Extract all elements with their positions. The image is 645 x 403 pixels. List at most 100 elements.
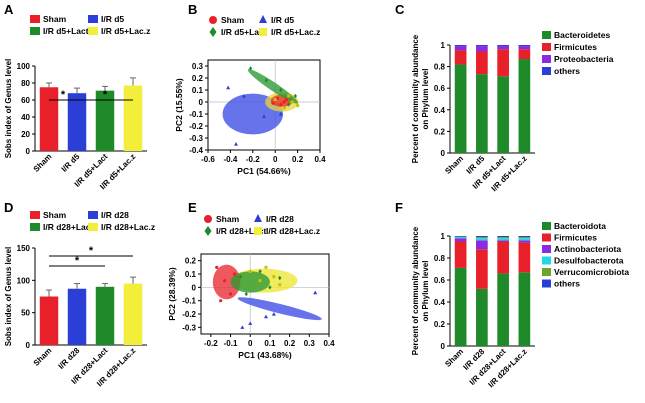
stack-segment bbox=[518, 46, 531, 50]
legend-marker bbox=[254, 227, 262, 235]
legend-swatch bbox=[88, 211, 98, 219]
x-tick-label: Sham bbox=[443, 154, 465, 176]
data-point bbox=[223, 279, 227, 283]
legend-label: Actinobacteriota bbox=[554, 244, 621, 254]
panel-letter-D: D bbox=[4, 200, 13, 215]
data-point bbox=[290, 100, 294, 104]
y-tick-label: 0.1 bbox=[185, 270, 197, 279]
legend-marker bbox=[254, 214, 262, 222]
x-axis-label: PC1 (54.66%) bbox=[237, 166, 291, 176]
x-tick-label: -0.2 bbox=[204, 339, 218, 348]
panel-letter-B: B bbox=[188, 2, 197, 17]
significance-star: * bbox=[75, 255, 80, 267]
data-point bbox=[248, 66, 253, 71]
data-point bbox=[248, 269, 252, 273]
data-point bbox=[215, 265, 219, 269]
data-point bbox=[287, 102, 291, 107]
legend-swatch bbox=[30, 15, 40, 23]
stack-segment bbox=[497, 238, 509, 241]
stack-segment bbox=[476, 45, 488, 47]
stack-segment bbox=[454, 236, 467, 237]
bar bbox=[39, 296, 59, 345]
significance-star: * bbox=[103, 89, 108, 101]
legend-label: I/R d28 bbox=[101, 210, 129, 220]
y-tick-label: 0.6 bbox=[434, 276, 446, 285]
plot-frame bbox=[200, 253, 330, 335]
bar bbox=[67, 93, 87, 151]
data-point bbox=[228, 292, 233, 296]
data-point bbox=[232, 272, 237, 276]
bar bbox=[67, 288, 87, 345]
legend-swatch bbox=[30, 223, 40, 231]
bar bbox=[39, 87, 59, 151]
y-tick-label: 0.8 bbox=[434, 254, 446, 263]
data-point bbox=[313, 290, 318, 295]
stack-segment bbox=[476, 51, 488, 75]
stack-segment bbox=[518, 237, 531, 239]
stack-segment bbox=[518, 238, 531, 241]
significance-star: * bbox=[61, 89, 66, 101]
legend-label: I/R d28+Lact bbox=[43, 222, 93, 232]
data-point bbox=[264, 78, 268, 83]
legend-label: Proteobacteria bbox=[554, 54, 614, 64]
stack-segment bbox=[454, 237, 467, 239]
y-tick-label: 0 bbox=[441, 342, 446, 351]
legend-label: Firmicutes bbox=[554, 233, 597, 243]
data-point bbox=[226, 85, 231, 90]
legend-marker bbox=[209, 16, 217, 24]
stack-segment bbox=[476, 240, 488, 250]
legend-label: Sham bbox=[43, 14, 67, 24]
data-point bbox=[240, 325, 245, 329]
x-tick-label: -0.1 bbox=[224, 339, 238, 348]
y-tick-label: 0.2 bbox=[192, 74, 204, 83]
y-tick-label: 80 bbox=[21, 79, 30, 88]
stack-segment bbox=[454, 238, 467, 242]
legend-marker bbox=[209, 27, 217, 37]
y-tick-label: 0 bbox=[199, 98, 204, 107]
stack-segment bbox=[476, 46, 488, 52]
data-point bbox=[264, 265, 268, 269]
stack-segment bbox=[454, 64, 467, 153]
data-point bbox=[234, 142, 238, 146]
x-tick-label: Sham bbox=[32, 152, 54, 174]
legend-label: I/R d5 bbox=[101, 14, 124, 24]
legend-swatch bbox=[542, 222, 551, 230]
y-tick-label: 50 bbox=[21, 309, 30, 318]
data-point bbox=[284, 98, 288, 102]
y-tick-label: 1 bbox=[441, 232, 446, 241]
y-axis-label: Sobs index of Genus level bbox=[4, 59, 13, 159]
panel-e-chart: -0.2 -0.1 0 0.1 0.2 0.3 0.4 -0.3 -0.2 -0.1 0 0.1 0.2… bbox=[167, 214, 335, 360]
stack-segment bbox=[497, 45, 509, 47]
data-point bbox=[296, 104, 300, 108]
x-tick-label: 0.3 bbox=[304, 339, 316, 348]
y-tick-label: 60 bbox=[21, 96, 30, 105]
x-tick-label: -0.6 bbox=[201, 155, 215, 164]
stack-segment bbox=[476, 249, 488, 289]
y-axis-label: PC2 (28.39%) bbox=[167, 267, 177, 321]
x-tick-label: I/R d28+Lac.z bbox=[486, 347, 528, 389]
confidence-ellipse bbox=[230, 271, 270, 293]
stack-segment bbox=[454, 267, 467, 346]
data-point bbox=[278, 112, 283, 116]
x-tick-label: 0.2 bbox=[284, 339, 296, 348]
y-tick-label: -0.1 bbox=[182, 297, 196, 306]
y-tick-label: 0 bbox=[192, 283, 197, 292]
legend-marker bbox=[204, 215, 212, 223]
stack-segment bbox=[518, 236, 531, 238]
legend-label: I/R d5+Lac.z bbox=[101, 26, 150, 36]
stack-segment bbox=[454, 236, 467, 238]
legend-swatch bbox=[88, 223, 98, 231]
stack-segment bbox=[497, 237, 509, 239]
data-point bbox=[282, 100, 286, 104]
data-point bbox=[268, 285, 272, 290]
y-tick-label: -0.3 bbox=[182, 323, 196, 332]
y-tick-label: -0.4 bbox=[189, 146, 203, 155]
panel-b-chart: -0.6 -0.4 -0.2 0 0.2 0.4-0.4-0.3-0.2-0.100.10… bbox=[174, 15, 326, 176]
panel-letter-C: C bbox=[395, 2, 405, 17]
panel-letter-F: F bbox=[395, 200, 403, 215]
legend-label: Sham bbox=[221, 15, 245, 25]
legend-label: I/R d5+Lact bbox=[221, 27, 267, 37]
stack-segment bbox=[497, 236, 509, 238]
legend-swatch bbox=[542, 233, 551, 242]
y-axis-label: Sobs index of Genus level bbox=[4, 247, 13, 347]
